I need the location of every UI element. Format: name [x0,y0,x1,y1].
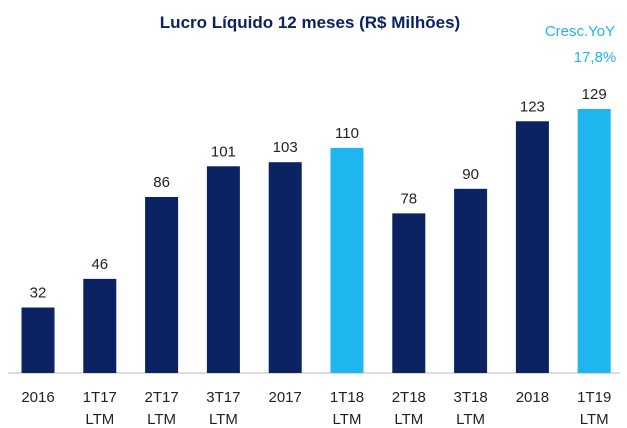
bar [515,121,549,373]
x-tick-label: 2017 [269,389,302,406]
value-label: 32 [30,285,47,302]
x-tick-label: 1T19 LTM [577,389,611,428]
value-label: 78 [400,190,417,207]
x-tick-label: 3T17 LTM [206,389,240,428]
bar [21,307,55,373]
bar [268,162,302,373]
value-label: 90 [462,166,479,183]
x-tick-label: 2T18 LTM [392,389,426,428]
bar [145,197,179,373]
bar [206,166,240,373]
annotation: Cresc.YoY [545,23,615,40]
bar [392,213,426,373]
x-tick-label: 1T17 LTM [83,389,117,428]
bar [330,147,364,373]
bar [454,188,488,373]
x-tick-label: 2018 [516,389,549,406]
value-label: 46 [91,256,108,273]
bar [577,109,611,373]
x-tick-label: 3T18 LTM [453,389,487,428]
x-tick-label: 2016 [21,389,54,406]
value-label: 129 [582,86,607,103]
annotation: 17,8% [574,49,617,66]
bar [83,278,117,373]
value-label: 101 [211,143,236,160]
value-label: 123 [520,98,545,115]
value-label: 110 [335,125,359,142]
value-label: 103 [273,139,298,156]
x-tick-label: 1T18 LTM [330,389,364,428]
value-label: 86 [153,174,170,191]
chart-title: Lucro Líquido 12 meses (R$ Milhões) [160,13,460,32]
x-tick-label: 2T17 LTM [144,389,178,428]
